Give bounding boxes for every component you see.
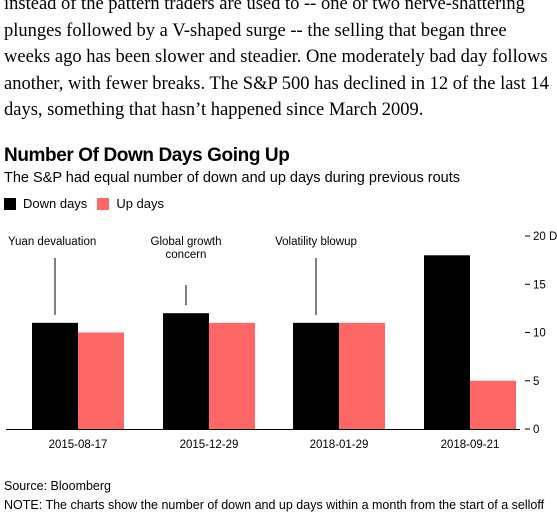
x-tick-label: 2015-12-29 <box>180 439 239 451</box>
annotation-label: Volatility blowup <box>275 236 357 248</box>
note-text: NOTE: The charts show the number of down… <box>4 498 545 512</box>
y-tick-label: 20 Days <box>533 231 557 243</box>
annotation-label: concern <box>166 249 207 261</box>
legend-swatch-down <box>4 197 16 210</box>
bar-down-days <box>424 255 470 429</box>
y-tick-label: 5 <box>533 376 539 388</box>
bar-down-days <box>293 322 339 429</box>
y-tick-label: 0 <box>533 424 539 436</box>
source-text: Source: Bloomberg <box>4 479 112 493</box>
legend-label-down: Down days <box>23 196 88 211</box>
bar-up-days <box>339 322 385 429</box>
y-tick-label: 10 <box>533 328 546 340</box>
chart-subtitle: The S&P had equal number of down and up … <box>4 170 460 186</box>
chart-legend: Down days Up days <box>4 196 174 211</box>
y-tick-label: 15 <box>533 279 546 291</box>
bar-down-days <box>32 322 78 429</box>
legend-item-down: Down days <box>4 196 87 211</box>
annotation-label: Yuan devaluation <box>8 236 96 248</box>
legend-item-up: Up days <box>97 196 164 211</box>
bar-up-days <box>78 332 124 429</box>
annotation-label: Global growth <box>151 236 222 248</box>
legend-swatch-up <box>97 197 110 210</box>
x-tick-label: 2018-09-21 <box>441 439 500 451</box>
x-tick-label: 2018-01-29 <box>310 439 369 451</box>
x-tick-label: 2015-08-17 <box>49 439 108 451</box>
legend-label-up: Up days <box>116 196 165 211</box>
article-text: instead of the pattern traders are used … <box>4 0 549 120</box>
bar-up-days <box>470 380 516 429</box>
bar-down-days <box>163 313 209 429</box>
bar-up-days <box>209 322 255 429</box>
chart-title: Number Of Down Days Going Up <box>4 145 290 166</box>
